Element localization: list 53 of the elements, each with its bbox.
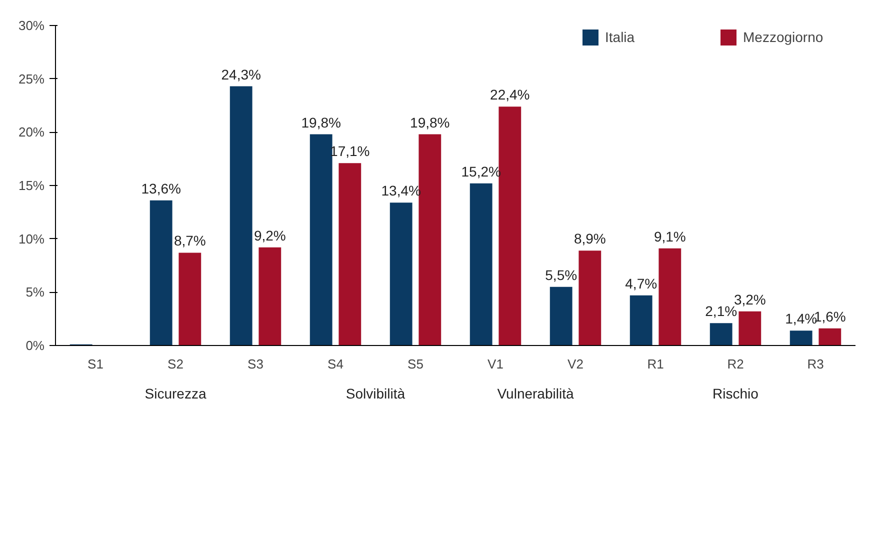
- bar: [150, 200, 172, 346]
- data-label: 19,8%: [301, 114, 341, 130]
- bar: [178, 252, 202, 346]
- y-tick-label: 25%: [18, 71, 45, 86]
- bar: [258, 247, 282, 346]
- bar: [338, 163, 362, 346]
- data-label: 8,7%: [174, 232, 206, 249]
- y-tick-label: 20%: [18, 124, 45, 140]
- data-label: 22,4%: [490, 86, 530, 103]
- text: Vulnerabilità: [497, 386, 574, 402]
- x-tick-label: S4: [328, 356, 344, 372]
- bar: [230, 86, 252, 346]
- data-label: 24,3%: [221, 66, 261, 82]
- data-label: 9,2%: [254, 227, 286, 244]
- x-tick-label: R1: [647, 356, 664, 372]
- x-tick-label: R2: [727, 356, 744, 372]
- legend-label: Mezzogiorno: [743, 29, 824, 45]
- bar: [418, 134, 442, 346]
- data-label: 5,5%: [545, 266, 578, 283]
- bar: [390, 202, 412, 346]
- bar: [658, 248, 682, 346]
- legend-label: Italia: [605, 29, 636, 45]
- y-tick-label: 10%: [18, 231, 45, 246]
- data-label: 4,7%: [625, 275, 658, 292]
- x-tick-label: V1: [488, 356, 504, 372]
- data-label: 9,1%: [654, 228, 686, 244]
- bar: [550, 286, 572, 346]
- bar: [818, 328, 842, 346]
- bar: [710, 323, 732, 346]
- bar: [498, 106, 522, 346]
- bar: [738, 311, 762, 346]
- bar: [470, 183, 492, 346]
- bar: [790, 330, 812, 346]
- y-tick-label: 0%: [26, 338, 45, 353]
- data-label: 1,6%: [814, 308, 846, 324]
- x-tick-label: S3: [248, 356, 264, 372]
- x-tick-label: V2: [568, 356, 584, 372]
- x-tick-label: S2: [168, 356, 184, 372]
- data-label: 19,8%: [410, 114, 450, 130]
- bar: [310, 134, 332, 346]
- data-label: 13,6%: [141, 180, 181, 196]
- x-tick-label: S1: [88, 356, 104, 372]
- x-tick-label: R3: [807, 356, 824, 372]
- y-tick-label: 30%: [18, 18, 45, 33]
- bar: [578, 250, 602, 346]
- data-label: 8,9%: [574, 230, 606, 247]
- text: Solvibilità: [346, 386, 406, 402]
- y-tick-label: 5%: [26, 284, 45, 300]
- y-tick-label: 15%: [18, 178, 45, 193]
- x-tick-label: S5: [408, 356, 424, 372]
- text: Sicurezza: [144, 386, 206, 402]
- text: Rischio: [712, 386, 759, 402]
- bar: [630, 295, 652, 346]
